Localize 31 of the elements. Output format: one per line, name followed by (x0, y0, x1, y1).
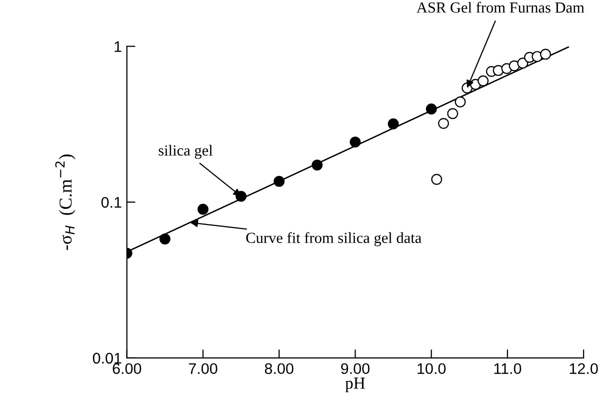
point (532, 51, 543, 62)
point (540, 48, 551, 60)
y-tick-label: 0.01 (92, 352, 122, 364)
annotation: silica gel (158, 144, 213, 159)
point (274, 176, 285, 187)
point (438, 118, 449, 129)
annotation: ASR Gel from Furnas Dam (416, 2, 584, 13)
y-axis-title: -σ$_{H}$ (C.m$^{−2}$) (55, 154, 76, 250)
x-tick-label: 7.00 (188, 363, 218, 374)
point (454, 96, 466, 108)
point (388, 118, 399, 130)
point (431, 174, 442, 185)
point (350, 136, 361, 148)
x-tick-label: 6.00 (112, 363, 142, 374)
x-axis-title: pH (345, 378, 365, 392)
point (478, 75, 489, 86)
x-tick-label: 12.0 (570, 363, 598, 374)
point (426, 104, 437, 114)
point (198, 204, 208, 215)
point (517, 58, 528, 69)
x-tick-label: 11.0 (494, 363, 522, 374)
y-tick-label: 0.1 (101, 197, 122, 208)
point (447, 108, 458, 120)
x-tick-label: 8.00 (264, 363, 294, 374)
annotation: Curve fit from silica gel data (246, 232, 422, 246)
x-tick-label: 9.00 (341, 363, 370, 374)
point (159, 234, 170, 244)
point (312, 160, 323, 171)
x-tick-label: 10.0 (418, 363, 446, 374)
point (508, 60, 520, 72)
y-tick-label: 1 (114, 41, 122, 52)
